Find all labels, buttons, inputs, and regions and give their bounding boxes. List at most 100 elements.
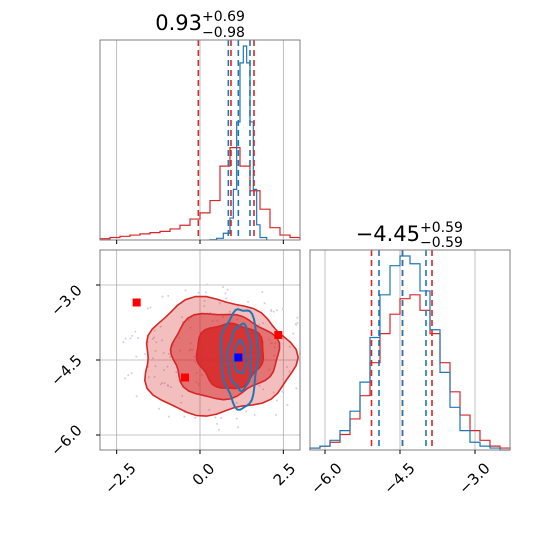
scatter-point: [272, 310, 275, 313]
x-tick-label: −6.0: [307, 459, 345, 497]
scatter-point: [130, 334, 133, 337]
scatter-point: [159, 383, 162, 386]
scatter-point: [122, 341, 125, 344]
red-square-marker: [132, 298, 141, 307]
scatter-point: [226, 288, 229, 291]
tick-marks: [96, 284, 284, 454]
scatter-point: [181, 316, 184, 319]
blue-contour-level: [226, 322, 253, 393]
histogram-panel-param2: −6.0 −4.5 −3.0 −4.45 +0.59 −0.59: [307, 220, 511, 498]
scatter-point: [181, 394, 184, 397]
scatter-point: [216, 422, 219, 425]
y-tick-label: −6.0: [47, 421, 85, 459]
scatter-point: [270, 309, 273, 312]
scatter-point: [286, 366, 289, 369]
scatter-point: [154, 365, 157, 368]
scatter-point: [194, 416, 197, 419]
scatter-point: [214, 416, 217, 419]
histogram-panel-param1: 0.93 +0.69 −0.98: [99, 9, 301, 244]
histogram-series: [99, 45, 301, 241]
scatter-point: [146, 307, 149, 310]
x-tick-label: −4.5: [380, 459, 418, 497]
scatter-point: [217, 428, 220, 431]
quantile-lines: [197, 40, 255, 240]
scatter-point: [218, 302, 221, 305]
scatter-point: [292, 332, 295, 335]
scatter-point: [281, 390, 284, 393]
scatter-point: [166, 365, 169, 368]
scatter-point: [262, 322, 265, 325]
scatter-point: [158, 407, 161, 410]
grid-lines: [324, 250, 476, 450]
blue-contours: [219, 308, 260, 411]
scatter-point: [151, 357, 154, 360]
blue-histogram-step: [309, 255, 510, 451]
scatter-point: [163, 382, 166, 385]
scatter-point: [183, 415, 186, 418]
scatter-point: [167, 352, 170, 355]
blue-square-marker: [234, 353, 243, 362]
scatter-point: [151, 337, 154, 340]
panel-title-value: 0.93: [155, 11, 202, 35]
contour-panel: −2.5 0.0 2.5 −3.0 −4.5 −6.0: [47, 249, 301, 498]
panel-title-minus: −0.98: [202, 25, 245, 41]
scatter-point: [124, 377, 127, 380]
scatter-point: [162, 352, 165, 355]
panel-title-value: −4.45: [356, 222, 420, 246]
scatter-point: [235, 417, 238, 420]
scatter-point: [208, 408, 211, 411]
grid-lines: [116, 40, 284, 240]
scatter-point: [236, 426, 239, 429]
scatter-point: [203, 299, 206, 302]
markers: [132, 298, 283, 382]
red-histogram-step: [309, 294, 511, 450]
scatter-point: [162, 369, 165, 372]
y-tick-label: −4.5: [47, 351, 85, 389]
scatter-point: [204, 291, 207, 294]
scatter-point: [295, 323, 298, 326]
scatter-point: [197, 291, 200, 294]
scatter-point: [124, 337, 127, 340]
scatter-point: [258, 384, 261, 387]
red-square-marker: [181, 373, 189, 382]
panel-title-plus: +0.69: [202, 9, 245, 25]
scatter-point: [225, 297, 228, 300]
scatter-point: [245, 410, 248, 413]
scatter-point: [258, 323, 261, 326]
scatter-point: [262, 388, 265, 391]
x-tick-label: 0.0: [189, 460, 219, 490]
scatter-point: [282, 370, 285, 373]
scatter-point: [137, 337, 140, 340]
scatter-point: [167, 294, 170, 297]
scatter-point: [296, 321, 299, 324]
scatter-point: [169, 356, 172, 359]
panel-title-plus: +0.59: [420, 220, 463, 236]
scatter-point: [127, 374, 130, 377]
scatter-point: [153, 375, 156, 378]
red-histogram-step: [99, 147, 301, 240]
scatter-point: [161, 382, 164, 385]
scatter-point: [272, 391, 275, 394]
x-tick-label: −2.5: [101, 459, 139, 497]
scatter-point: [203, 304, 206, 307]
scatter-point: [166, 384, 169, 387]
scatter-point: [247, 300, 250, 303]
blue-histogram-step: [209, 45, 268, 241]
histogram-series: [309, 255, 511, 451]
scatter-point: [288, 345, 291, 348]
scatter-point: [253, 413, 256, 416]
scatter-point: [184, 289, 187, 292]
y-tick-label: −3.0: [47, 281, 85, 319]
scatter-point: [288, 370, 291, 373]
scatter-point: [147, 376, 150, 379]
scatter-point: [130, 372, 133, 375]
scatter-point: [175, 371, 178, 374]
x-tick-labels: −2.5 0.0 2.5: [101, 459, 299, 497]
scatter-point: [135, 395, 138, 398]
scatter-point: [153, 329, 156, 332]
scatter-point: [180, 401, 183, 404]
scatter-point: [296, 316, 299, 319]
quantile-lines: [370, 250, 433, 450]
scatter-point: [159, 325, 162, 328]
